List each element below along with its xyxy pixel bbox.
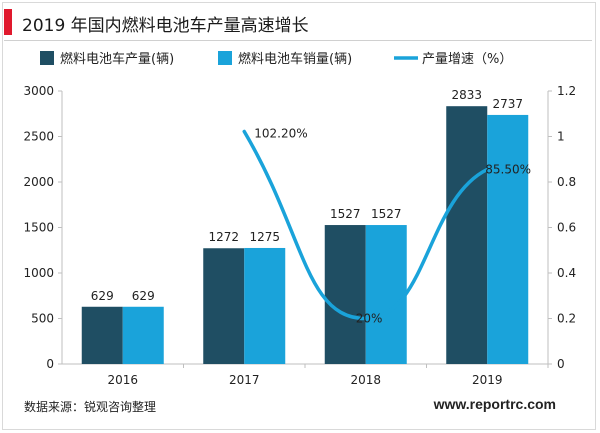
- bar-data-label: 1527: [330, 207, 361, 221]
- data-source-note: 数据来源：锐观咨询整理: [24, 400, 157, 414]
- growth-data-label: 85.50%: [485, 162, 531, 176]
- y-right-tick-label: 0: [557, 357, 565, 371]
- y-right-tick-label: 0.6: [557, 221, 576, 235]
- x-tick-label: 2016: [107, 373, 138, 387]
- x-tick-label: 2019: [472, 373, 503, 387]
- y-right-tick-label: 0.4: [557, 266, 576, 280]
- legend-label: 产量增速（%）: [422, 52, 512, 67]
- bar-sales: [365, 225, 407, 364]
- y-left-tick-label: 3000: [23, 84, 54, 98]
- title-divider: [4, 40, 592, 41]
- y-right-tick-label: 0.2: [557, 312, 576, 326]
- y-right-tick-label: 1.2: [557, 84, 576, 98]
- website-watermark: www.reportrc.com: [433, 396, 556, 412]
- bar-data-label: 1272: [208, 230, 239, 244]
- bar-data-label: 2833: [451, 88, 482, 102]
- bar-data-label: 1527: [371, 207, 402, 221]
- legend-swatch: [218, 51, 232, 65]
- bars: [81, 106, 529, 365]
- data-labels: 629 1272 1527 2833 629 1275 1527 2737 102.20% 20%…: [91, 88, 531, 325]
- legend-label: 燃料电池车产量(辆): [60, 51, 174, 67]
- bar-data-label: 2737: [492, 97, 523, 111]
- bar-data-label: 629: [132, 289, 155, 303]
- bar-sales: [244, 247, 286, 364]
- x-tick-label: 2018: [350, 373, 381, 387]
- title-accent-bar: [4, 9, 12, 35]
- x-tick-label: 2017: [229, 373, 260, 387]
- chart-title: 2019 年国内燃料电池车产量高速增长: [22, 16, 309, 36]
- y-right-tick-label: 0.8: [557, 175, 576, 189]
- y-left-tick-label: 2500: [23, 130, 54, 144]
- y-left-tick-label: 500: [31, 312, 54, 326]
- growth-data-label: 102.20%: [254, 126, 307, 140]
- bar-sales: [487, 114, 529, 364]
- legend-swatch: [40, 51, 54, 65]
- growth-data-label: 20%: [356, 312, 383, 326]
- bar-production: [203, 248, 245, 364]
- axes: 0 500 1000 1500 2000 2500 3000 0 0.2 0.4 0.6 0.8 1 1.…: [23, 84, 576, 387]
- y-right-tick-label: 1: [557, 130, 565, 144]
- legend: 燃料电池车产量(辆) 燃料电池车销量(辆) 产量增速（%）: [40, 51, 512, 67]
- growth-line: [242, 129, 489, 321]
- bar-production: [81, 306, 123, 364]
- legend-label: 燃料电池车销量(辆): [238, 51, 352, 67]
- bar-sales: [122, 306, 164, 364]
- bar-data-label: 1275: [249, 230, 280, 244]
- bar-production: [324, 225, 366, 364]
- bar-data-label: 629: [91, 289, 114, 303]
- growth-line-path: [242, 129, 489, 321]
- y-left-tick-label: 1500: [23, 221, 54, 235]
- y-left-tick-label: 1000: [23, 266, 54, 280]
- bar-production: [446, 106, 488, 365]
- y-left-tick-label: 0: [46, 357, 54, 371]
- y-left-tick-label: 2000: [23, 175, 54, 189]
